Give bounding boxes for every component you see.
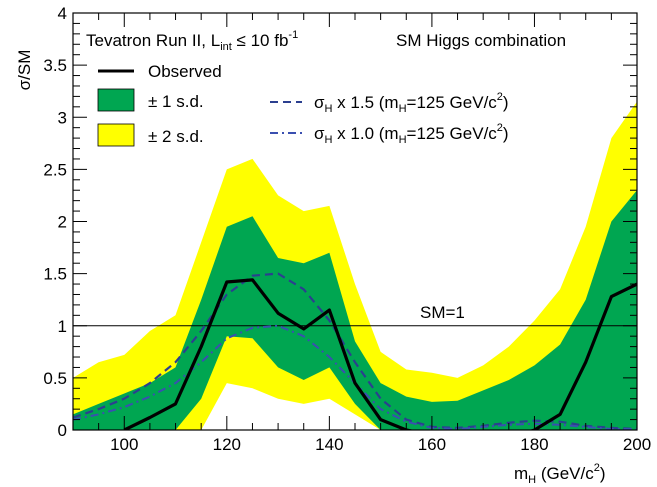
series-observed-line	[123, 278, 637, 430]
y-tick-label: 0.5	[43, 369, 67, 388]
legend-observed-label: Observed	[148, 62, 222, 81]
x-tick-label: 120	[213, 435, 241, 454]
header-left-rest: ≤ 10 fb	[232, 31, 289, 50]
x-tick-label: 160	[418, 435, 446, 454]
y-tick-label: 1.5	[43, 265, 67, 284]
sm1-annotation: SM=1	[420, 303, 465, 322]
legend-2sd-swatch	[97, 123, 135, 147]
x-tick-label: 100	[110, 435, 138, 454]
legend-2sd-label: ± 2 s.d.	[148, 127, 204, 146]
y-tick-label: 2.5	[43, 160, 67, 179]
axis-layer: 0 0.5 1 1.5 2 2.5 3 3.5 4 100 120 140 160 180 200	[43, 4, 651, 454]
legend-1sd-swatch	[97, 88, 135, 112]
legend-sigma10-end: )	[503, 124, 509, 143]
legend-sigma10-sub: H	[325, 134, 333, 146]
plot-layer	[73, 101, 637, 430]
legend-sigma15-end: )	[503, 93, 509, 112]
y-tick-label: 3	[58, 108, 67, 127]
legend-sigma15-sub2: H	[399, 103, 407, 115]
legend-sigma10-rest: x 1.0 (m	[332, 124, 398, 143]
y-axis-label: σ/SM	[15, 50, 34, 91]
legend-sigma10-label: σH x 1.0 (mH=125 GeV/c2)	[314, 122, 509, 146]
legend-sigma10-rest2: =125 GeV/c	[407, 124, 498, 143]
x-axis-label-sub: H	[528, 474, 536, 486]
y-tick-label: 3.5	[43, 56, 67, 75]
header-left-main: Tevatron Run II, L	[86, 31, 220, 50]
header-right: SM Higgs combination	[396, 31, 566, 50]
series-sigma15-line	[73, 272, 637, 430]
legend-sigma15-rest2: =125 GeV/c	[407, 93, 498, 112]
header-left: Tevatron Run II, Lint ≤ 10 fb-1	[86, 29, 298, 53]
y-tick-label: 0	[58, 421, 67, 440]
legend-sigma10-sub2: H	[399, 134, 407, 146]
header-left-sup: -1	[288, 29, 298, 41]
x-tick-label: 200	[623, 435, 651, 454]
legend-sigma10-main: σ	[314, 124, 325, 143]
legend-sigma15-main: σ	[314, 93, 325, 112]
legend-sigma15-label: σH x 1.5 (mH=125 GeV/c2)	[314, 91, 509, 115]
plot-area	[73, 101, 637, 430]
legend-1sd-label: ± 1 s.d.	[148, 92, 204, 111]
x-axis-label-main: m	[514, 464, 528, 483]
y-tick-label: 2	[58, 213, 67, 232]
legend-sigma15-sub: H	[325, 103, 333, 115]
y-tick-label: 1	[58, 317, 67, 336]
x-axis-label-end: )	[600, 464, 606, 483]
x-tick-label: 140	[315, 435, 343, 454]
y-tick-label: 4	[58, 4, 67, 23]
x-tick-label: 180	[520, 435, 548, 454]
legend-sigma15-sup: 2	[497, 91, 503, 103]
legend: Observed ± 1 s.d. ± 2 s.d. σH x 1.5 (mH=…	[97, 62, 509, 147]
header-left-sub: int	[220, 41, 232, 53]
x-axis-label: mH (GeV/c2)	[514, 462, 606, 486]
x-axis-label-rest: (GeV/c	[536, 464, 594, 483]
legend-sigma15-rest: x 1.5 (m	[332, 93, 398, 112]
x-axis-label-sup: 2	[594, 462, 600, 474]
legend-sigma10-sup: 2	[497, 122, 503, 134]
